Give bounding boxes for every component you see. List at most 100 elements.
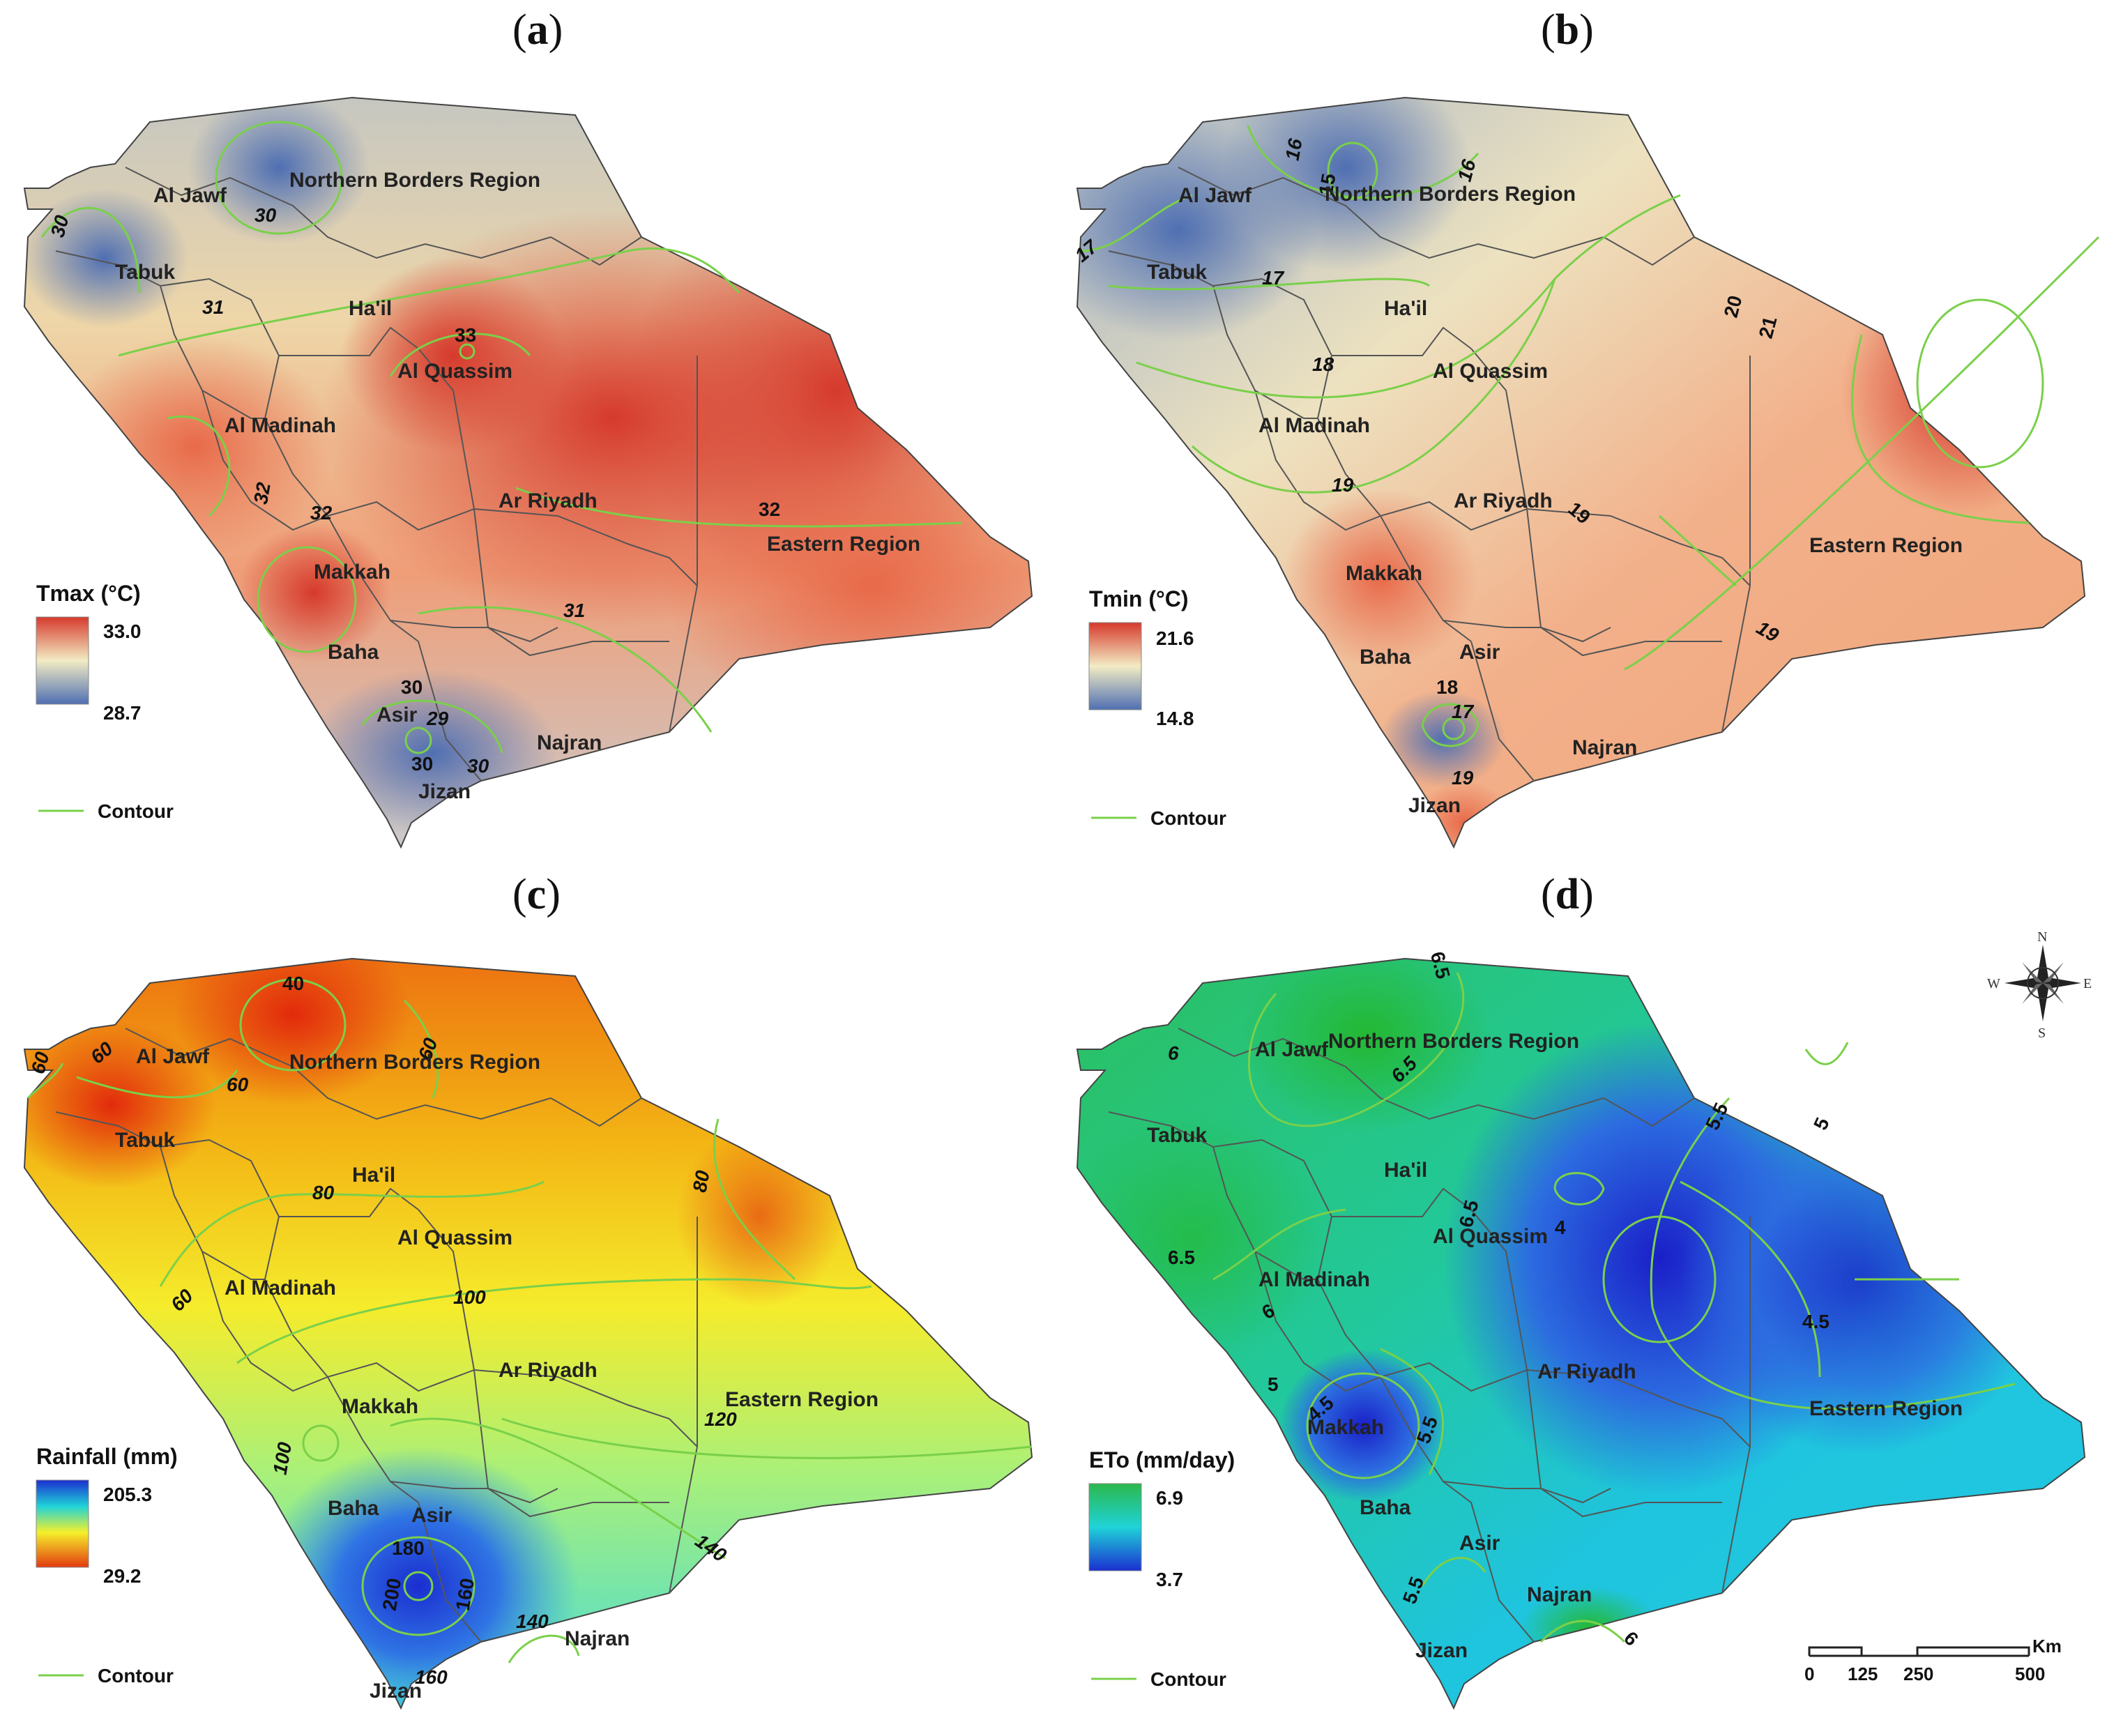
contour-label: 5 — [1268, 1373, 1279, 1395]
contour-label: 180 — [392, 1537, 425, 1559]
region-label-al-madinah: Al Madinah — [225, 1277, 336, 1300]
legend-max: 33.0 — [103, 620, 142, 642]
compass-e: E — [2083, 976, 2092, 991]
scale-tick-250: 250 — [1903, 1663, 1933, 1684]
contour-legend-label: Contour — [1150, 807, 1226, 829]
contour-legend-label: Contour — [98, 1665, 174, 1686]
contour-label: 30 — [467, 755, 489, 777]
panel-label-b: (b) — [1541, 6, 1594, 54]
region-label-tabuk: Tabuk — [115, 261, 175, 284]
compass-n: N — [2037, 929, 2047, 945]
region-label-najran: Najran — [537, 731, 602, 754]
region-label-jizan: Jizan — [418, 780, 471, 803]
scale-tick-125: 125 — [1848, 1663, 1878, 1684]
contour-label: 6.5 — [1168, 1247, 1195, 1268]
region-label-al-jawf: Al Jawf — [1255, 1038, 1329, 1061]
region-label-tabuk: Tabuk — [1147, 261, 1207, 284]
region-label-al-madinah: Al Madinah — [1258, 414, 1370, 437]
legend-max: 6.9 — [1156, 1487, 1183, 1509]
contour-label: 18 — [1312, 353, 1334, 375]
contour-label: 40 — [282, 973, 304, 994]
contour-label: 19 — [1332, 474, 1354, 496]
legend-color-ramp — [1088, 622, 1142, 710]
contour-label: 80 — [312, 1182, 335, 1203]
contour-label: 32 — [310, 502, 333, 524]
panel-label-a: (a) — [512, 6, 563, 54]
contour-legend-label: Contour — [1150, 1668, 1226, 1690]
contour-label: 60 — [227, 1074, 249, 1095]
legend-max: 205.3 — [103, 1484, 152, 1505]
contour-label: 32 — [250, 480, 275, 505]
region-label-al-jawf: Al Jawf — [153, 184, 227, 207]
contour-label: 4 — [1555, 1217, 1566, 1238]
region-label-al-quassim: Al Quassim — [1433, 360, 1548, 383]
legend-title: Tmin (°C) — [1089, 586, 1189, 611]
region-label-eastern: Eastern Region — [767, 533, 920, 556]
compass-w: W — [1987, 976, 2000, 991]
panel-c: 40 60 60 60 60 80 80 60 100 120 100 140 … — [24, 958, 1033, 1709]
contour-label: 33 — [455, 324, 476, 346]
legend-min: 28.7 — [103, 702, 142, 724]
region-label-tabuk: Tabuk — [1147, 1124, 1207, 1147]
region-label-eastern: Eastern Region — [725, 1388, 878, 1411]
contour-label: 31 — [202, 296, 224, 318]
region-label-baha: Baha — [328, 641, 379, 664]
region-label-hail: Ha'il — [1384, 1159, 1427, 1182]
region-label-asir: Asir — [376, 703, 418, 726]
legend-color-ramp — [1088, 1483, 1142, 1571]
region-label-jizan: Jizan — [1415, 1639, 1468, 1662]
contour-label: 16 — [1281, 137, 1307, 162]
contour-label: 120 — [704, 1408, 737, 1430]
region-label-tabuk: Tabuk — [115, 1129, 175, 1152]
legend-title: ETo (mm/day) — [1089, 1447, 1235, 1472]
contour-legend-label: Contour — [98, 800, 174, 822]
region-label-makkah: Makkah — [1346, 562, 1422, 585]
contour-label: 30 — [254, 204, 277, 226]
compass-rose-icon: N S E W — [1987, 929, 2092, 1041]
region-label-ar-riyadh: Ar Riyadh — [499, 1359, 598, 1382]
contour-label: 4.5 — [1802, 1311, 1830, 1332]
scale-tick-0: 0 — [1804, 1663, 1814, 1684]
region-label-makkah: Makkah — [1307, 1416, 1384, 1439]
region-label-northern-borders: Northern Borders Region — [1328, 1030, 1579, 1053]
region-label-ar-riyadh: Ar Riyadh — [499, 489, 598, 512]
legend-title: Tmax (°C) — [36, 581, 141, 606]
region-label-hail: Ha'il — [352, 1164, 395, 1187]
legend-min: 14.8 — [1156, 708, 1194, 729]
region-label-makkah: Makkah — [314, 561, 390, 584]
region-label-al-quassim: Al Quassim — [1433, 1225, 1548, 1248]
region-label-al-jawf: Al Jawf — [1178, 184, 1252, 207]
contour-label: 18 — [1436, 676, 1458, 698]
region-label-al-jawf: Al Jawf — [136, 1045, 210, 1068]
contour-label: 6 — [1620, 1627, 1643, 1650]
region-label-eastern: Eastern Region — [1809, 1397, 1963, 1420]
region-label-ar-riyadh: Ar Riyadh — [1454, 489, 1553, 512]
legend-max: 21.6 — [1156, 627, 1194, 649]
region-label-eastern: Eastern Region — [1809, 534, 1963, 557]
region-label-al-quassim: Al Quassim — [397, 360, 512, 383]
region-label-asir: Asir — [411, 1504, 452, 1527]
contour-label: 80 — [689, 1168, 714, 1194]
region-label-al-madinah: Al Madinah — [225, 414, 336, 437]
region-label-asir: Asir — [1459, 641, 1500, 664]
region-label-makkah: Makkah — [342, 1395, 418, 1418]
region-label-hail: Ha'il — [1384, 297, 1427, 320]
panel-b: 16 15 16 17 17 18 20 21 19 19 19 18 17 1… — [1071, 97, 2100, 848]
region-label-al-madinah: Al Madinah — [1258, 1268, 1370, 1291]
contour-label: 5 — [1809, 1114, 1834, 1133]
contour-label: 6 — [1168, 1042, 1179, 1064]
region-label-baha: Baha — [328, 1497, 379, 1520]
region-label-asir: Asir — [1459, 1532, 1500, 1555]
scale-tick-500: 500 — [2015, 1663, 2045, 1684]
legend-color-ramp — [36, 616, 89, 705]
contour-label: 30 — [411, 753, 433, 775]
region-label-baha: Baha — [1360, 646, 1411, 669]
region-label-najran: Najran — [1572, 736, 1637, 759]
panel-label-c: (c) — [512, 871, 561, 918]
scale-bar — [1808, 1646, 2030, 1657]
legend-color-ramp — [36, 1479, 89, 1568]
panel-a: 30 30 31 33 32 32 32 31 30 29 30 30 Al J… — [24, 97, 1033, 848]
contour-label: 140 — [516, 1611, 549, 1632]
contour-label: 15 — [1315, 172, 1340, 197]
